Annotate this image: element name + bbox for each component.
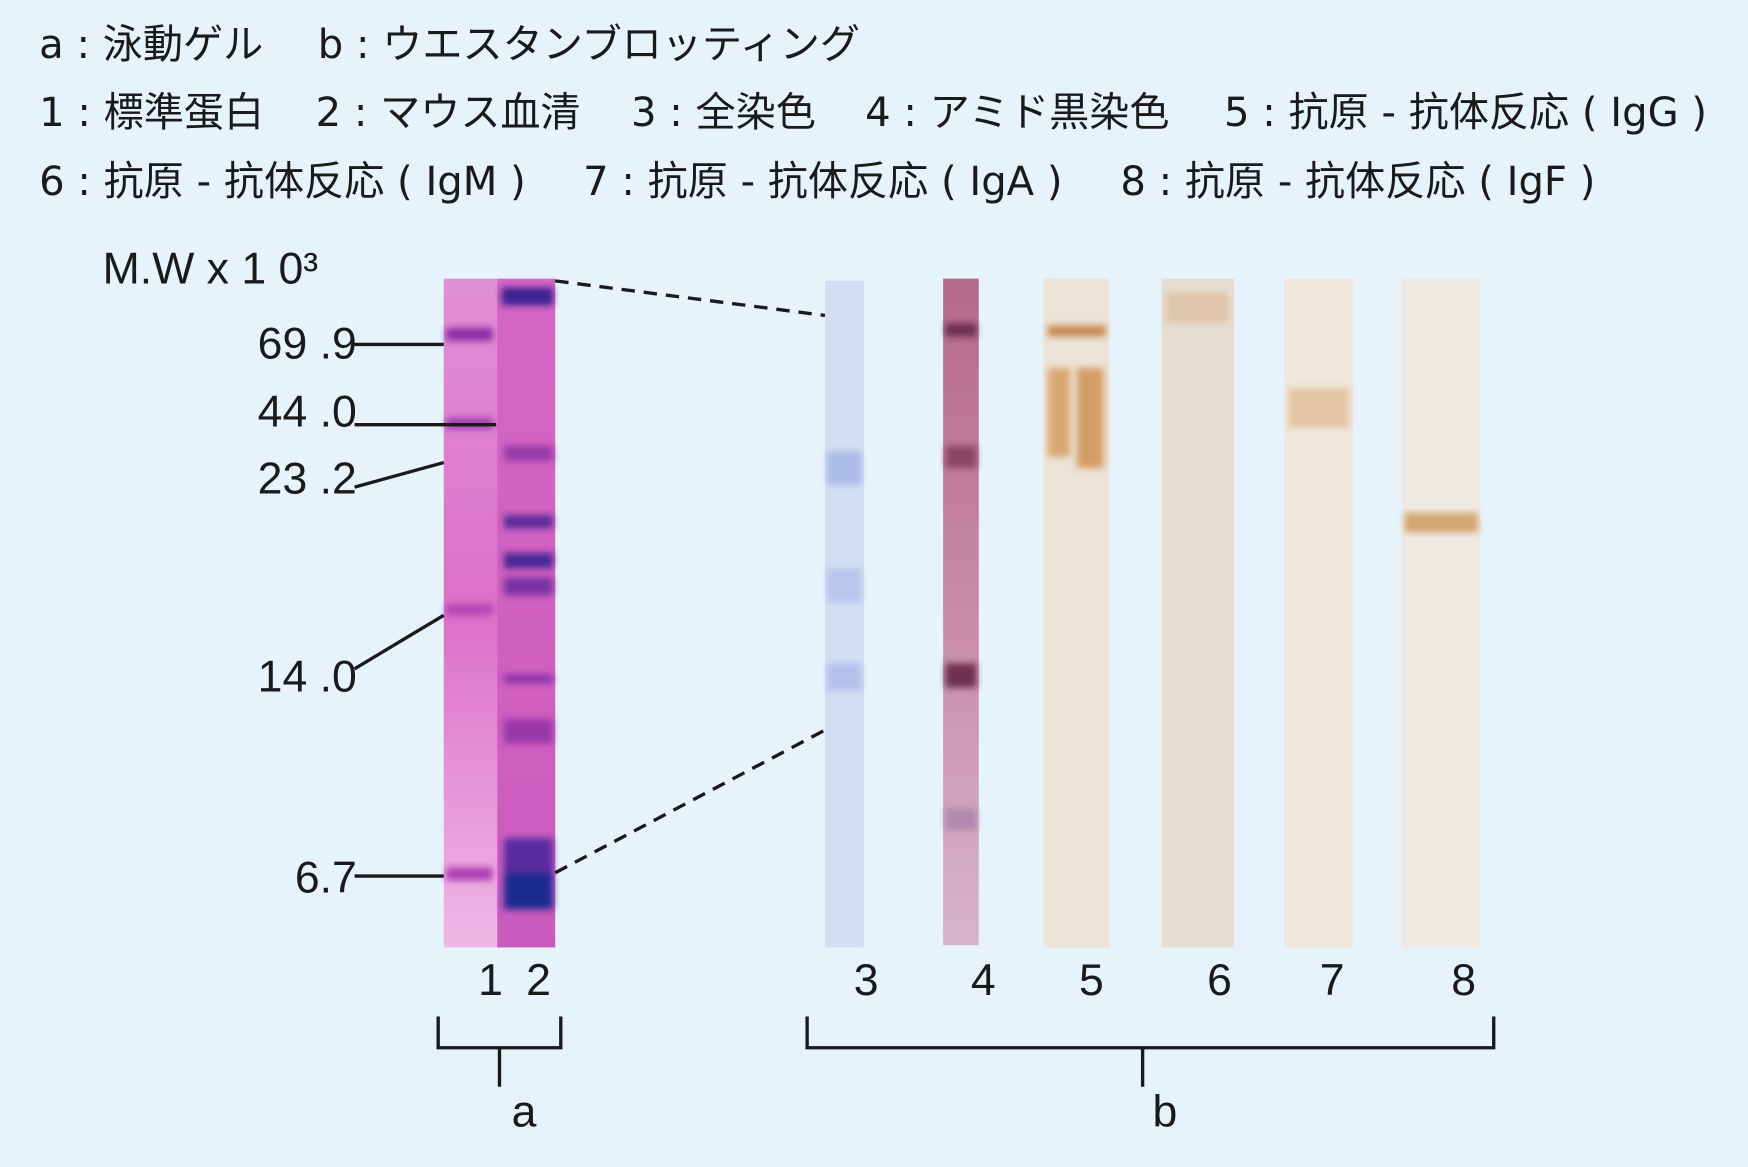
legend-item: 7 : 抗原 - 抗体反応 ( IgA ) [583, 159, 1062, 205]
marker-label: 23 .2 [258, 454, 357, 503]
lane-label: 8 [1451, 956, 1476, 1005]
lane-label: 3 [854, 956, 879, 1005]
marker-lines [353, 279, 826, 878]
brackets [436, 1016, 1496, 1087]
group-label: b [1153, 1087, 1178, 1136]
legend: a : 泳動ゲル b : ウエスタンブロッティング 1 : 標準蛋白 2 : マ… [39, 22, 1707, 205]
group-label: a [512, 1087, 537, 1136]
legend-item: 1 : 標準蛋白 [39, 90, 264, 136]
legend-item: 2 : マウス血清 [316, 90, 581, 136]
lane-label: 1 [478, 956, 503, 1005]
marker-label: 14 .0 [258, 653, 357, 702]
mw-label: M.W x 1 0³ [103, 245, 318, 294]
legend-item: 4 : アミド黒染色 [865, 90, 1169, 136]
lane-label: 2 [526, 956, 551, 1005]
lane-label: 4 [971, 956, 996, 1005]
legend-item: b : ウエスタンブロッティング [318, 22, 860, 68]
lane-label: 5 [1079, 956, 1104, 1005]
blot-strips [824, 278, 1481, 948]
marker-label: 6.7 [295, 853, 357, 902]
gel [443, 278, 556, 948]
marker-label: 69 .9 [258, 319, 357, 368]
lane-label: 7 [1320, 956, 1345, 1005]
legend-item: 6 : 抗原 - 抗体反応 ( IgM ) [39, 159, 526, 205]
legend-item: 8 : 抗原 - 抗体反応 ( IgF ) [1120, 159, 1595, 205]
legend-item: a : 泳動ゲル [39, 22, 263, 68]
lane-label: 6 [1207, 956, 1232, 1005]
marker-label: 44 .0 [258, 387, 357, 436]
legend-item: 5 : 抗原 - 抗体反応 ( IgG ) [1224, 90, 1707, 136]
legend-item: 3 : 全染色 [631, 90, 816, 136]
